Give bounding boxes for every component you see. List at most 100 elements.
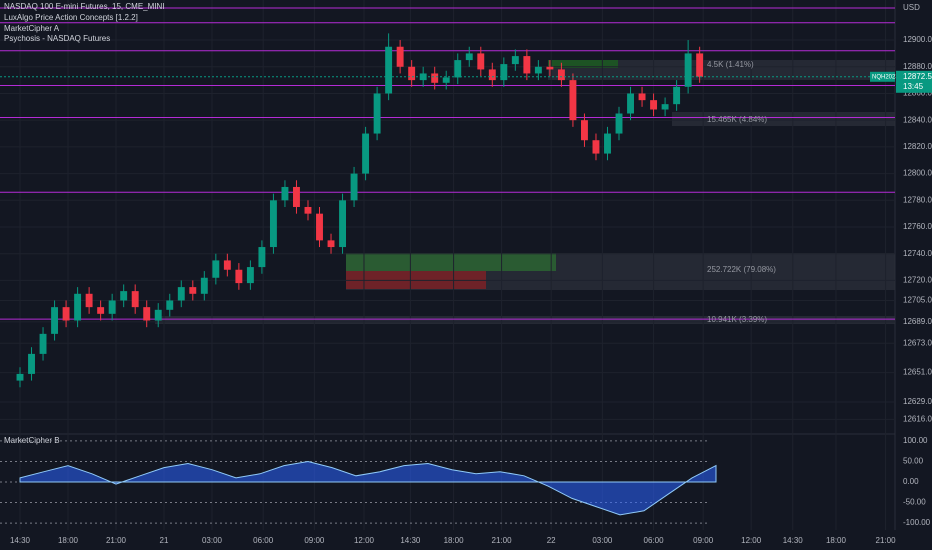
- x-tick-label: 06:00: [644, 536, 665, 545]
- y-tick-label: 12673.00: [903, 338, 932, 347]
- last-price: 12872.50: [903, 72, 932, 81]
- candle-body: [316, 213, 323, 241]
- candle-body: [189, 287, 197, 294]
- y-tick-label: 12840.00: [903, 115, 932, 124]
- candle-body: [97, 307, 105, 314]
- candle-body: [120, 291, 128, 301]
- zone: [672, 112, 895, 126]
- candle-body: [39, 333, 47, 354]
- oscillator-tick-label: -50.00: [903, 498, 926, 507]
- candle-body: [580, 120, 588, 141]
- candle-body: [431, 73, 439, 83]
- candle-body: [650, 100, 658, 110]
- x-tick-label: 06:00: [253, 536, 274, 545]
- zone-label: 10.941K (3.39%): [707, 315, 767, 324]
- candle-body: [500, 64, 508, 81]
- zone: [155, 316, 895, 324]
- candle-body: [488, 69, 496, 81]
- candle-body: [385, 46, 393, 94]
- time-axis: [0, 530, 932, 550]
- candle-body: [592, 140, 600, 154]
- candle-body: [212, 260, 220, 278]
- price-tag: [896, 70, 932, 93]
- candle-body: [51, 307, 59, 334]
- y-tick-label: 12820.00: [903, 142, 932, 151]
- currency: USD: [903, 3, 920, 12]
- candle-body: [661, 104, 669, 110]
- oscillator-tick-label: 100.00: [903, 436, 928, 445]
- x-tick-label: 18:00: [444, 536, 465, 545]
- candle-body: [442, 77, 450, 83]
- candle-body: [350, 173, 358, 201]
- y-tick-label: 12860.00: [903, 89, 932, 98]
- candle-body: [304, 206, 312, 214]
- zone: [346, 253, 556, 271]
- y-tick-label: 12800.00: [903, 169, 932, 178]
- zone: [548, 60, 618, 68]
- x-tick-label: 03:00: [592, 536, 613, 545]
- zone: [548, 60, 895, 80]
- x-tick-label: 09:00: [693, 536, 714, 545]
- candle-body: [339, 200, 347, 248]
- candle-body: [200, 277, 208, 294]
- candle-body: [143, 307, 151, 321]
- y-tick-label: 12616.00: [903, 414, 932, 423]
- oscillator-tick-label: 50.00: [903, 457, 924, 466]
- candle-body: [511, 56, 519, 65]
- candle-body: [569, 80, 577, 121]
- zone-label: 15.465K (4.84%): [707, 115, 767, 124]
- candle-body: [281, 186, 289, 201]
- x-tick-label: 14:30: [783, 536, 804, 545]
- candle-body: [673, 86, 681, 105]
- candle-body: [534, 66, 542, 74]
- price-tag: [870, 71, 895, 82]
- grid: [0, 0, 895, 530]
- zone-label: 252.722K (79.08%): [707, 265, 776, 274]
- candle-body: [131, 291, 139, 308]
- x-tick-label: 14:30: [10, 536, 31, 545]
- candle-body: [269, 200, 277, 248]
- candle-body: [684, 53, 692, 87]
- candle-body: [408, 66, 416, 81]
- chart-title: NASDAQ 100 E-mini Futures, 15, CME_MINI: [4, 2, 165, 11]
- indicator-name: LuxAlgo Price Action Concepts [1.2.2]: [4, 13, 138, 22]
- candle-body: [638, 93, 646, 101]
- y-tick-label: 12760.00: [903, 222, 932, 231]
- candle-body: [696, 53, 704, 77]
- x-tick-label: 18:00: [58, 536, 79, 545]
- candle-body: [396, 46, 404, 67]
- candle-body: [28, 353, 35, 374]
- zone-label: 4.5K (1.41%): [707, 60, 754, 69]
- candle-body: [327, 240, 335, 248]
- candle-body: [465, 53, 473, 61]
- y-tick-label: 12689.00: [903, 317, 932, 326]
- y-tick-label: 12880.00: [903, 62, 932, 71]
- x-tick-label: 14:30: [400, 536, 421, 545]
- indicator-name: Psychosis - NASDAQ Futures: [4, 34, 110, 43]
- candle-body: [258, 247, 266, 268]
- candle-body: [477, 53, 485, 70]
- indicator-name: MarketCipher A: [4, 24, 60, 33]
- x-tick-label: 22: [547, 536, 556, 545]
- x-tick-label: 12:00: [354, 536, 375, 545]
- y-tick-label: 12705.00: [903, 296, 932, 305]
- candle-body: [419, 73, 427, 81]
- oscillator-wave: [19, 460, 717, 516]
- x-tick-label: 09:00: [304, 536, 325, 545]
- candle-body: [615, 113, 623, 134]
- candle-body: [604, 133, 611, 154]
- x-tick-label: 18:00: [826, 536, 847, 545]
- candle-body: [177, 287, 185, 301]
- candle-body: [293, 186, 300, 207]
- candle-body: [235, 269, 243, 284]
- symbol-label: NQH2023: [872, 74, 899, 80]
- candle-body: [223, 260, 231, 270]
- candle-body: [523, 56, 531, 74]
- candle-body: [62, 307, 70, 321]
- y-tick-label: 12720.00: [903, 276, 932, 285]
- candle-body: [546, 66, 554, 70]
- candle-body: [557, 69, 565, 81]
- candle-body: [166, 300, 174, 310]
- x-tick-label: 21:00: [492, 536, 513, 545]
